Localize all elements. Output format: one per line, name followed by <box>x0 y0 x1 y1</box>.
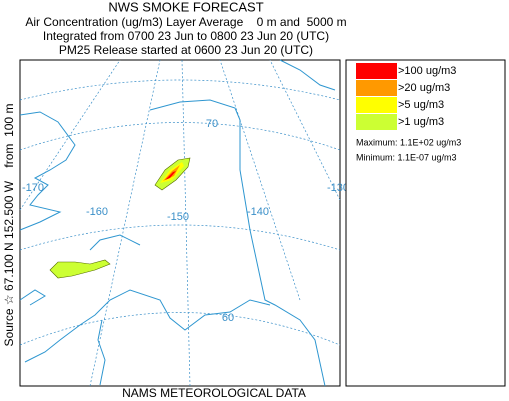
coastline <box>19 59 336 387</box>
grid-label: -130 <box>327 182 349 194</box>
footer: NAMS METEOROLOGICAL DATA <box>122 386 306 400</box>
smoke-plumes <box>49 157 191 279</box>
subtitle: Air Concentration (ug/m3) Layer Average … <box>25 15 346 29</box>
legend-minimum: Minimum: 1.1E-07 ug/m3 <box>356 152 457 162</box>
grid-label: 70 <box>206 118 218 130</box>
map-frame <box>19 59 341 387</box>
legend-maximum: Maximum: 1.1E+02 ug/m3 <box>356 137 461 147</box>
title: NWS SMOKE FORECAST <box>108 0 263 14</box>
grid-label: 60 <box>222 312 234 324</box>
legend-swatch <box>356 80 397 96</box>
subtitle: Integrated from 0700 23 Jun to 0800 23 J… <box>43 29 329 43</box>
grid-label: -160 <box>86 206 108 218</box>
legend-label: >100 ug/m3 <box>398 65 456 77</box>
graticule <box>19 59 341 387</box>
legend-label: >5 ug/m3 <box>398 99 444 111</box>
legend: >100 ug/m3 >20 ug/m3 >5 ug/m3 >1 ug/m3 <box>356 63 456 130</box>
source-label: Source ☆ 67.100 N 152.500 W from 100 m <box>2 104 16 347</box>
legend-label: >20 ug/m3 <box>398 82 450 94</box>
grid-label: -170 <box>22 182 44 194</box>
subtitle: PM25 Release started at 0600 23 Jun 20 (… <box>59 43 313 57</box>
legend-swatch <box>356 114 397 130</box>
grid-label: -140 <box>247 206 269 218</box>
legend-swatch <box>356 97 397 113</box>
grid-label: -150 <box>167 211 189 223</box>
legend-swatch <box>356 63 397 79</box>
legend-label: >1 ug/m3 <box>398 116 444 128</box>
